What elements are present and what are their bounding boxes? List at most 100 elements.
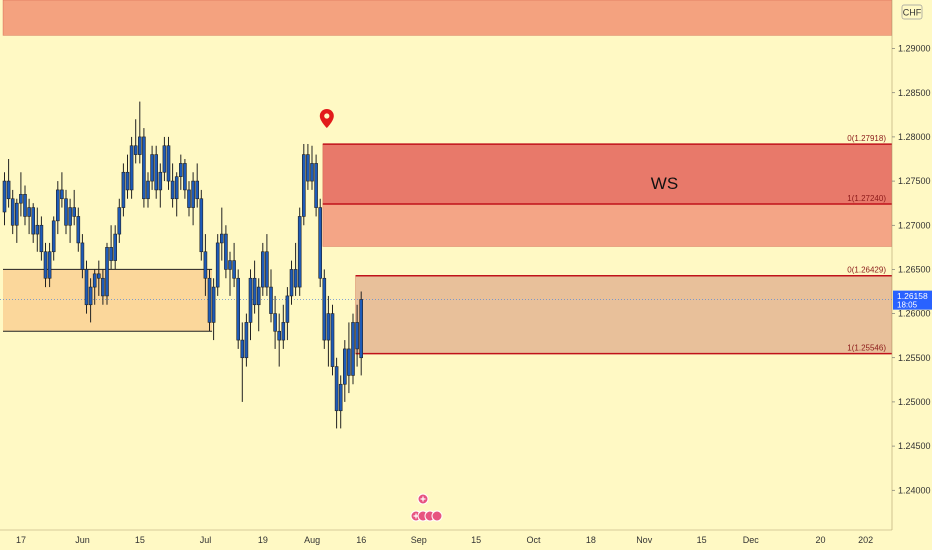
location-pin-icon[interactable] bbox=[319, 109, 334, 128]
currency-label[interactable]: CHF bbox=[903, 8, 922, 18]
candle[interactable] bbox=[2, 172, 7, 226]
candle[interactable] bbox=[289, 260, 294, 305]
candle[interactable] bbox=[47, 242, 52, 288]
candle[interactable] bbox=[314, 154, 318, 217]
candle[interactable] bbox=[183, 159, 187, 199]
candle[interactable] bbox=[64, 189, 68, 235]
candle[interactable] bbox=[256, 278, 261, 332]
candle[interactable] bbox=[92, 269, 97, 305]
candle[interactable] bbox=[60, 172, 64, 208]
candle[interactable] bbox=[68, 198, 72, 243]
candle[interactable] bbox=[326, 295, 331, 367]
candle[interactable] bbox=[191, 172, 195, 226]
candle[interactable] bbox=[117, 198, 122, 243]
candle[interactable] bbox=[6, 159, 11, 208]
candle[interactable] bbox=[80, 234, 85, 279]
event-icon[interactable] bbox=[431, 510, 443, 522]
candle[interactable] bbox=[19, 172, 23, 217]
candle[interactable] bbox=[240, 322, 245, 402]
candle-body bbox=[207, 277, 212, 323]
candle[interactable] bbox=[162, 136, 167, 182]
candle[interactable] bbox=[277, 313, 282, 367]
candle[interactable] bbox=[224, 225, 228, 279]
candle[interactable] bbox=[129, 136, 134, 199]
candle[interactable] bbox=[215, 234, 220, 296]
candle-body bbox=[68, 207, 72, 226]
candle[interactable] bbox=[142, 128, 146, 208]
candle[interactable] bbox=[27, 198, 31, 235]
candle[interactable] bbox=[211, 278, 216, 341]
candle[interactable] bbox=[133, 119, 138, 164]
candle[interactable] bbox=[355, 304, 359, 367]
candle[interactable] bbox=[310, 145, 314, 190]
candle[interactable] bbox=[179, 154, 183, 190]
candle[interactable] bbox=[84, 260, 89, 314]
candle[interactable] bbox=[72, 189, 76, 226]
candle[interactable] bbox=[88, 278, 93, 323]
candle[interactable] bbox=[297, 207, 302, 296]
candle[interactable] bbox=[166, 136, 171, 190]
candle[interactable] bbox=[146, 172, 150, 208]
candle-body bbox=[113, 233, 117, 261]
candle-body bbox=[248, 277, 253, 323]
candle[interactable] bbox=[203, 234, 208, 296]
event-icon[interactable] bbox=[417, 493, 429, 505]
candle[interactable] bbox=[228, 251, 232, 296]
candle[interactable] bbox=[154, 145, 158, 199]
candle[interactable] bbox=[76, 207, 81, 252]
candle[interactable] bbox=[51, 216, 56, 261]
candle[interactable] bbox=[293, 242, 298, 296]
currency-box[interactable] bbox=[901, 4, 923, 20]
candle[interactable] bbox=[334, 357, 339, 429]
candle[interactable] bbox=[265, 234, 269, 296]
candle[interactable] bbox=[199, 189, 204, 261]
candle[interactable] bbox=[125, 154, 130, 199]
candle[interactable] bbox=[113, 225, 117, 270]
candle[interactable] bbox=[174, 172, 179, 217]
candle[interactable] bbox=[273, 295, 277, 349]
candle[interactable] bbox=[236, 269, 240, 349]
candle[interactable] bbox=[43, 242, 48, 288]
candle[interactable] bbox=[269, 269, 273, 323]
candle[interactable] bbox=[121, 163, 126, 217]
candle[interactable] bbox=[10, 189, 15, 235]
candle[interactable] bbox=[39, 216, 44, 261]
candle[interactable] bbox=[150, 145, 154, 190]
candle[interactable] bbox=[187, 181, 191, 217]
candle[interactable] bbox=[220, 207, 224, 261]
candle[interactable] bbox=[170, 163, 175, 208]
candle[interactable] bbox=[248, 269, 253, 341]
candle[interactable] bbox=[322, 269, 327, 349]
candle[interactable] bbox=[306, 143, 310, 190]
candle[interactable] bbox=[244, 313, 249, 367]
candle[interactable] bbox=[138, 101, 142, 164]
candle[interactable] bbox=[351, 313, 355, 385]
candle[interactable] bbox=[359, 291, 364, 376]
candle[interactable] bbox=[101, 269, 105, 305]
candle[interactable] bbox=[252, 260, 257, 314]
candle[interactable] bbox=[105, 242, 109, 305]
candle[interactable] bbox=[260, 242, 265, 296]
candle[interactable] bbox=[55, 181, 60, 235]
candle[interactable] bbox=[330, 304, 335, 376]
candle[interactable] bbox=[97, 260, 101, 296]
candle[interactable] bbox=[109, 225, 113, 270]
candle[interactable] bbox=[285, 287, 290, 341]
candle[interactable] bbox=[232, 242, 236, 288]
candle[interactable] bbox=[342, 340, 347, 402]
candle[interactable] bbox=[347, 322, 351, 394]
candle[interactable] bbox=[15, 198, 19, 243]
candle[interactable] bbox=[23, 185, 27, 226]
candle[interactable] bbox=[31, 203, 36, 243]
candle[interactable] bbox=[281, 304, 286, 349]
candle[interactable] bbox=[318, 198, 323, 288]
candle[interactable] bbox=[158, 163, 163, 208]
candle[interactable] bbox=[195, 163, 199, 208]
candle[interactable] bbox=[35, 207, 40, 252]
candle[interactable] bbox=[338, 375, 343, 429]
candle-body bbox=[244, 322, 249, 359]
candle[interactable] bbox=[207, 269, 212, 332]
candle[interactable] bbox=[301, 143, 306, 226]
